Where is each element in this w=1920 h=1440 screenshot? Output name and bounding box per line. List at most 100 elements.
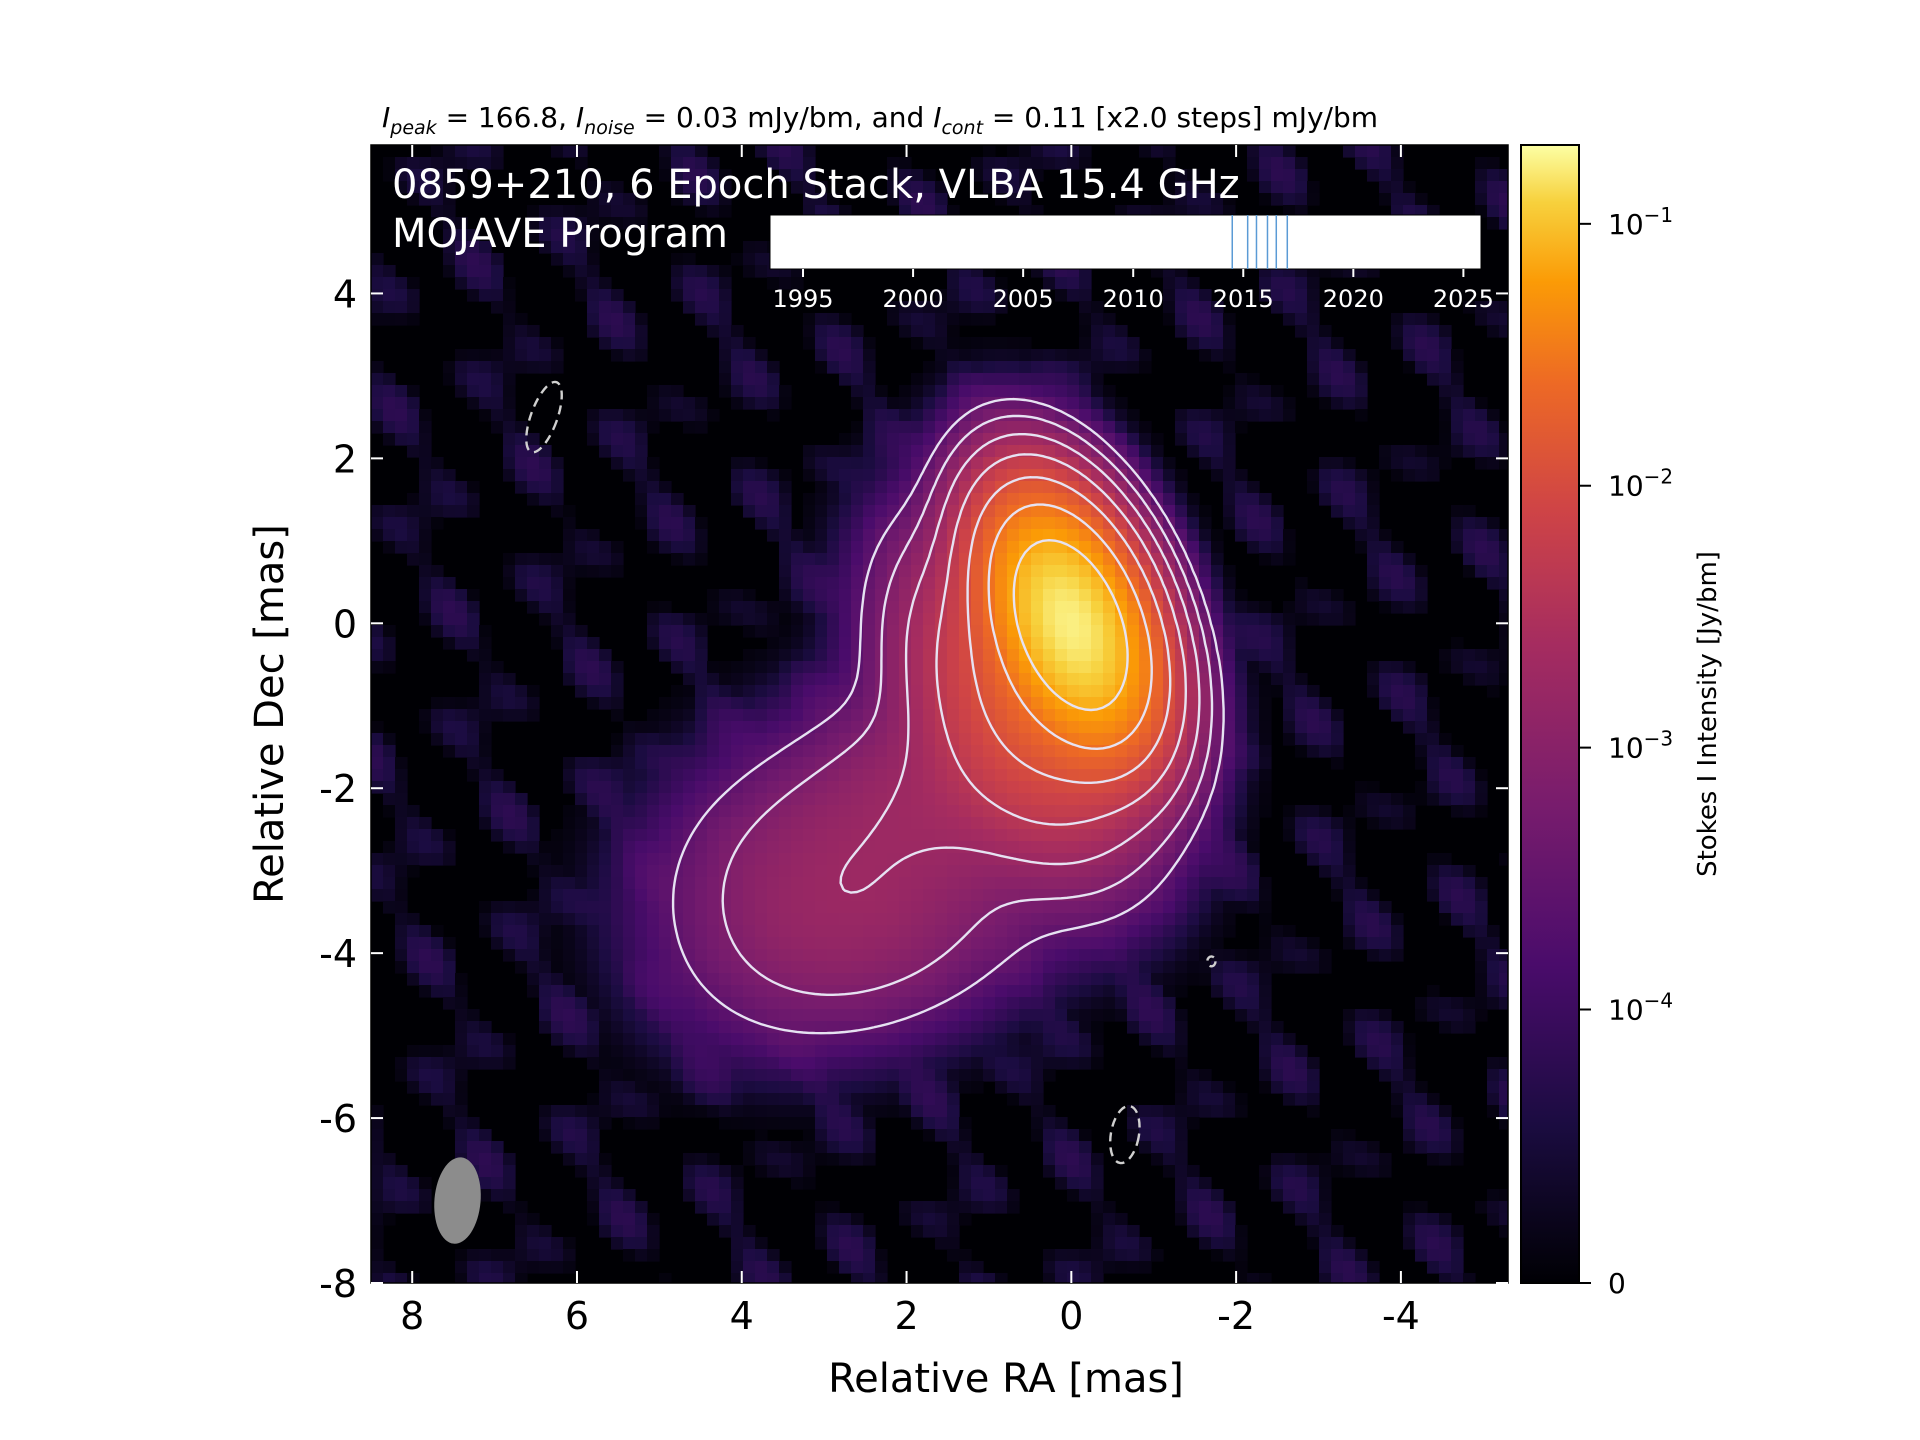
- heatmap-cell: [479, 145, 492, 158]
- heatmap-cell: [1055, 673, 1068, 686]
- heatmap-cell: [1343, 817, 1356, 830]
- heatmap-cell: [731, 745, 744, 758]
- heatmap-cell: [503, 937, 516, 950]
- heatmap-cell: [683, 505, 696, 518]
- heatmap-cell: [1187, 1069, 1200, 1082]
- heatmap-cell: [419, 541, 432, 554]
- heatmap-cell: [1127, 889, 1140, 902]
- heatmap-cell: [1295, 685, 1308, 698]
- heatmap-cell: [1187, 445, 1200, 458]
- heatmap-cell: [983, 157, 996, 170]
- heatmap-cell: [875, 853, 888, 866]
- heatmap-cell: [623, 841, 636, 854]
- heatmap-cell: [935, 181, 948, 194]
- heatmap-cell: [1199, 901, 1212, 914]
- heatmap-cell: [1175, 1009, 1188, 1022]
- heatmap-cell: [899, 205, 912, 218]
- heatmap-cell: [1271, 289, 1284, 302]
- heatmap-cell: [1415, 601, 1428, 614]
- heatmap-cell: [1019, 721, 1032, 734]
- heatmap-cell: [419, 529, 432, 542]
- heatmap-cell: [1199, 433, 1212, 446]
- heatmap-cell: [1307, 385, 1320, 398]
- heatmap-cell: [1439, 877, 1452, 890]
- heatmap-cell: [1331, 721, 1344, 734]
- heatmap-cell: [1487, 169, 1500, 182]
- heatmap-cell: [599, 853, 612, 866]
- heatmap-cell: [1163, 301, 1176, 314]
- heatmap-cell: [803, 1021, 816, 1034]
- heatmap-cell: [1211, 601, 1224, 614]
- heatmap-cell: [971, 169, 984, 182]
- heatmap-cell: [779, 145, 792, 158]
- heatmap-cell: [1091, 397, 1104, 410]
- heatmap-cell: [1439, 325, 1452, 338]
- heatmap-cell: [983, 1045, 996, 1058]
- heatmap-cell: [1235, 841, 1248, 854]
- heatmap-cell: [1067, 1033, 1080, 1046]
- heatmap-cell: [899, 781, 912, 794]
- heatmap-cell: [1115, 481, 1128, 494]
- heatmap-cell: [395, 529, 408, 542]
- heatmap-cell: [683, 1069, 696, 1082]
- heatmap-cell: [1031, 649, 1044, 662]
- heatmap-cell: [371, 301, 384, 314]
- heatmap-cell: [1175, 961, 1188, 974]
- heatmap-cell: [371, 373, 384, 386]
- heatmap-cell: [1139, 925, 1152, 938]
- heatmap-cell: [695, 1105, 708, 1118]
- heatmap-cell: [1067, 937, 1080, 950]
- heatmap-cell: [827, 445, 840, 458]
- heatmap-cell: [1247, 841, 1260, 854]
- heatmap-cell: [1055, 901, 1068, 914]
- heatmap-cell: [1115, 937, 1128, 950]
- heatmap-cell: [551, 565, 564, 578]
- heatmap-cell: [1367, 493, 1380, 506]
- heatmap-cell: [1151, 841, 1164, 854]
- heatmap-cell: [1019, 793, 1032, 806]
- heatmap-cell: [503, 445, 516, 458]
- heatmap-cell: [863, 1129, 876, 1142]
- heatmap-cell: [923, 517, 936, 530]
- heatmap-cell: [923, 1105, 936, 1118]
- heatmap-cell: [815, 493, 828, 506]
- heatmap-cell: [887, 769, 900, 782]
- heatmap-cell: [1223, 577, 1236, 590]
- heatmap-cell: [1079, 913, 1092, 926]
- heatmap-cell: [1175, 181, 1188, 194]
- heatmap-cell: [671, 721, 684, 734]
- heatmap-cell: [1079, 673, 1092, 686]
- heatmap-cell: [851, 589, 864, 602]
- heatmap-cell: [839, 1105, 852, 1118]
- heatmap-cell: [1319, 841, 1332, 854]
- heatmap-cell: [1331, 733, 1344, 746]
- heatmap-cell: [1187, 337, 1200, 350]
- heatmap-cell: [1043, 1069, 1056, 1082]
- heatmap-cell: [1463, 913, 1476, 926]
- heatmap-cell: [743, 589, 756, 602]
- heatmap-cell: [1151, 649, 1164, 662]
- heatmap-cell: [971, 277, 984, 290]
- heatmap-cell: [779, 961, 792, 974]
- heatmap-cell: [371, 1117, 384, 1130]
- heatmap-cell: [1067, 397, 1080, 410]
- heatmap-cell: [683, 169, 696, 182]
- heatmap-cell: [1451, 745, 1464, 758]
- heatmap-cell: [503, 325, 516, 338]
- heatmap-cell: [407, 421, 420, 434]
- heatmap-cell: [1151, 937, 1164, 950]
- heatmap-cell: [551, 925, 564, 938]
- heatmap-cell: [887, 1033, 900, 1046]
- heatmap-cell: [1007, 481, 1020, 494]
- heatmap-cell: [1079, 277, 1092, 290]
- heatmap-cell: [491, 1141, 504, 1154]
- heatmap-cell: [1427, 997, 1440, 1010]
- heatmap-cell: [1307, 685, 1320, 698]
- heatmap-cell: [671, 1033, 684, 1046]
- heatmap-cell: [875, 409, 888, 422]
- heatmap-cell: [479, 733, 492, 746]
- heatmap-cell: [755, 469, 768, 482]
- heatmap-cell: [659, 1009, 672, 1022]
- heatmap-cell: [995, 277, 1008, 290]
- heatmap-cell: [1283, 829, 1296, 842]
